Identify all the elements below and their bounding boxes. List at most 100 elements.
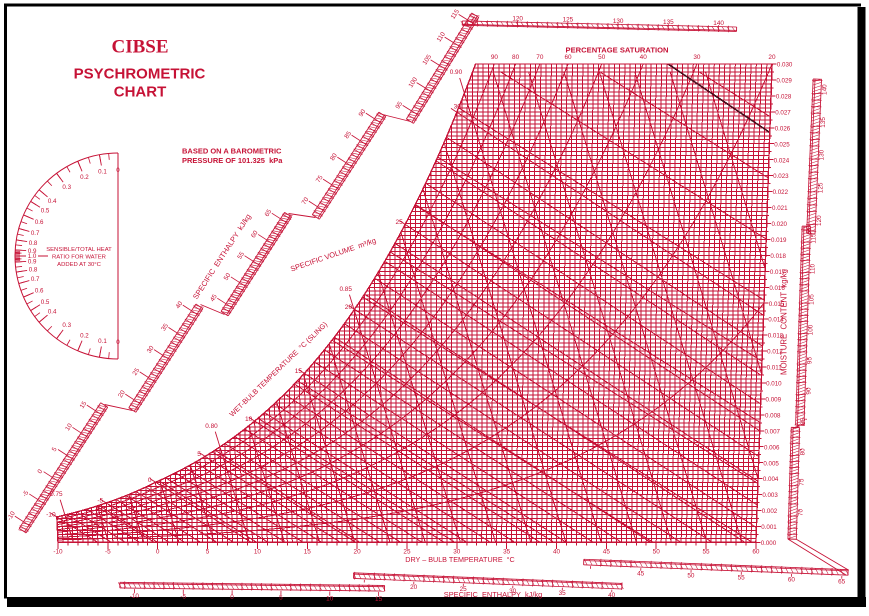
svg-text:5: 5 [206,549,210,556]
svg-text:0.3: 0.3 [62,322,71,329]
svg-text:130: 130 [613,18,624,25]
svg-text:70: 70 [798,508,805,516]
svg-text:0.022: 0.022 [773,189,789,196]
svg-text:125: 125 [563,17,574,24]
svg-text:0.7: 0.7 [31,230,40,237]
svg-text:SENSIBLE/TOTAL HEAT: SENSIBLE/TOTAL HEAT [46,247,112,253]
svg-text:-10: -10 [46,512,56,519]
svg-text:0.6: 0.6 [35,287,44,294]
svg-text:0: 0 [116,339,120,346]
svg-text:5: 5 [279,595,283,602]
svg-text:65: 65 [838,578,846,585]
svg-text:120: 120 [512,16,523,23]
svg-text:90: 90 [491,54,499,61]
svg-text:25: 25 [395,219,403,226]
svg-text:0.019: 0.019 [771,237,787,244]
svg-text:0: 0 [116,167,120,174]
svg-text:20: 20 [345,304,353,311]
svg-text:0.2: 0.2 [80,332,89,339]
svg-text:60: 60 [752,549,760,556]
svg-text:0.6: 0.6 [35,219,44,226]
svg-text:20: 20 [354,549,362,556]
svg-text:0.020: 0.020 [772,221,788,228]
svg-text:0.007: 0.007 [764,428,780,435]
svg-text:0.9: 0.9 [28,258,37,265]
svg-text:135: 135 [663,19,674,26]
svg-text:15: 15 [304,549,312,556]
svg-text:15: 15 [295,368,303,375]
svg-text:CIBSE: CIBSE [111,37,168,58]
svg-text:35: 35 [559,590,567,597]
svg-text:-10: -10 [53,549,63,556]
svg-text:0.003: 0.003 [762,492,778,499]
svg-text:0.008: 0.008 [765,412,781,419]
svg-text:0.7: 0.7 [31,276,40,283]
svg-text:MOISTURE CONTENT kg/kg: MOISTURE CONTENT kg/kg [780,269,789,375]
svg-text:0.021: 0.021 [772,205,788,212]
svg-text:135: 135 [820,117,827,128]
svg-text:115: 115 [810,233,817,244]
svg-text:0.85: 0.85 [339,286,352,293]
svg-text:PRESSURE OF 101.325 kPa: PRESSURE OF 101.325 kPa [182,156,283,165]
svg-text:0.1: 0.1 [98,169,107,176]
svg-text:PERCENTAGE SATURATION: PERCENTAGE SATURATION [566,46,669,55]
svg-text:0.027: 0.027 [775,109,791,116]
svg-text:0: 0 [230,594,234,601]
svg-text:RATIO FOR WATER: RATIO FOR WATER [52,255,106,261]
svg-text:50: 50 [653,549,661,556]
svg-text:SPECIFIC ENTHALPY kJ/kg: SPECIFIC ENTHALPY kJ/kg [444,590,542,599]
svg-text:105: 105 [808,294,815,305]
svg-text:0.3: 0.3 [62,184,71,191]
svg-text:95: 95 [806,357,813,365]
svg-text:55: 55 [738,574,746,581]
svg-text:0.5: 0.5 [41,299,50,306]
svg-text:130: 130 [819,149,826,160]
svg-text:15: 15 [375,596,383,603]
svg-text:60: 60 [788,576,796,583]
svg-text:0: 0 [156,549,160,556]
svg-text:60: 60 [564,54,572,61]
svg-text:140: 140 [713,20,724,27]
svg-text:0.028: 0.028 [776,93,792,100]
svg-text:110: 110 [809,263,816,274]
svg-text:0.004: 0.004 [763,476,779,483]
svg-text:0.80: 0.80 [205,423,218,430]
svg-text:30: 30 [693,54,701,61]
svg-text:80: 80 [512,54,520,61]
svg-text:80: 80 [799,448,806,456]
svg-text:0.010: 0.010 [766,381,782,388]
svg-text:125: 125 [817,182,824,193]
svg-text:70: 70 [536,54,544,61]
svg-text:0.8: 0.8 [29,240,38,247]
svg-text:40: 40 [553,549,561,556]
svg-text:PSYCHROMETRIC: PSYCHROMETRIC [74,66,206,83]
svg-text:-5: -5 [105,549,111,556]
svg-text:BASED ON A BAROMETRIC: BASED ON A BAROMETRIC [182,147,282,156]
svg-text:50: 50 [598,54,606,61]
svg-text:0.8: 0.8 [29,267,38,274]
svg-text:5: 5 [197,451,201,458]
svg-text:55: 55 [702,549,710,556]
svg-text:0.018: 0.018 [770,253,786,260]
svg-text:0.009: 0.009 [766,396,782,403]
svg-text:0.4: 0.4 [48,198,57,205]
svg-text:0.5: 0.5 [41,208,50,215]
svg-text:120: 120 [816,215,823,226]
svg-text:10: 10 [326,595,334,602]
svg-text:20: 20 [768,54,776,61]
svg-text:0.2: 0.2 [80,174,89,181]
svg-text:140: 140 [821,84,828,95]
svg-text:0.1: 0.1 [98,338,107,345]
svg-text:45: 45 [603,549,611,556]
svg-text:10: 10 [254,549,262,556]
svg-text:40: 40 [608,592,616,599]
svg-text:CHART: CHART [114,84,167,101]
svg-text:50: 50 [687,572,695,579]
svg-text:0.4: 0.4 [48,308,57,315]
svg-text:40: 40 [640,54,648,61]
svg-text:45: 45 [637,570,645,577]
svg-text:10: 10 [245,416,253,423]
svg-text:0.75: 0.75 [50,491,63,498]
svg-text:0.002: 0.002 [762,508,778,515]
svg-text:0.026: 0.026 [775,125,791,132]
